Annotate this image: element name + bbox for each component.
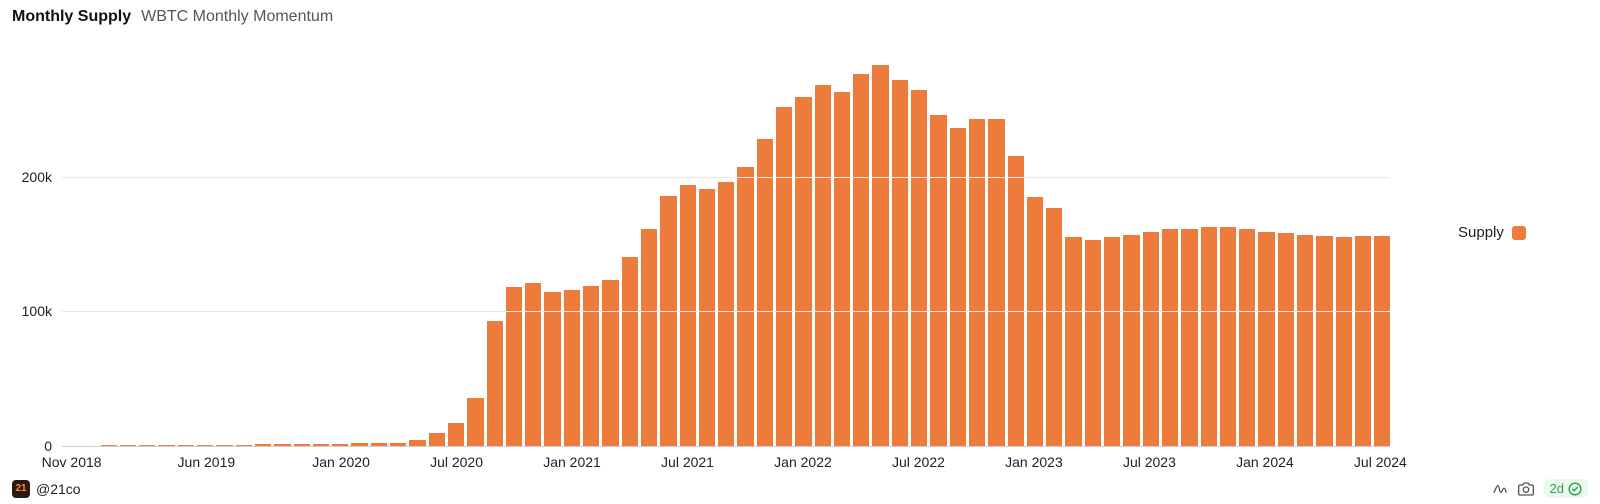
- freshness-badge[interactable]: 2d: [1544, 479, 1588, 498]
- gridline: [62, 177, 1390, 178]
- bar[interactable]: [1239, 229, 1255, 446]
- y-tick-label: 200k: [22, 169, 62, 185]
- bar[interactable]: [1258, 232, 1274, 446]
- publisher-badge: 21: [12, 480, 30, 498]
- bar[interactable]: [1201, 227, 1217, 447]
- chart-header: Monthly Supply WBTC Monthly Momentum: [12, 8, 333, 26]
- bar[interactable]: [1336, 237, 1352, 446]
- signature-icon[interactable]: [1492, 481, 1508, 497]
- bar[interactable]: [1316, 236, 1332, 446]
- bar[interactable]: [892, 80, 908, 446]
- bar[interactable]: [1123, 235, 1139, 446]
- x-tick-label: Jan 2023: [1005, 446, 1063, 470]
- chart-plot-area: 0100k200kNov 2018Jun 2019Jan 2020Jul 202…: [62, 42, 1390, 446]
- bar[interactable]: [1008, 156, 1024, 446]
- bar[interactable]: [467, 398, 483, 446]
- x-tick-label: Jul 2022: [892, 446, 945, 470]
- x-tick-label: Nov 2018: [42, 446, 102, 470]
- x-tick-label: Jul 2024: [1354, 446, 1407, 470]
- bar[interactable]: [988, 119, 1004, 446]
- bar[interactable]: [1220, 227, 1236, 447]
- bar[interactable]: [776, 107, 792, 446]
- x-tick-label: Jul 2021: [661, 446, 714, 470]
- legend-label: Supply: [1458, 224, 1504, 241]
- bar[interactable]: [795, 97, 811, 446]
- publisher-handle[interactable]: @21co: [36, 481, 81, 497]
- gridline: [62, 311, 1390, 312]
- bar[interactable]: [834, 92, 850, 446]
- x-tick-label: Jul 2023: [1123, 446, 1176, 470]
- x-tick-label: Jan 2024: [1236, 446, 1294, 470]
- bar[interactable]: [602, 280, 618, 446]
- bar[interactable]: [1085, 240, 1101, 446]
- x-tick-label: Jan 2022: [774, 446, 832, 470]
- bar[interactable]: [660, 196, 676, 446]
- bar[interactable]: [737, 167, 753, 446]
- bar[interactable]: [487, 321, 503, 446]
- legend-swatch: [1512, 226, 1526, 240]
- bar[interactable]: [911, 90, 927, 446]
- legend[interactable]: Supply: [1458, 224, 1526, 241]
- bar[interactable]: [680, 185, 696, 446]
- bar[interactable]: [641, 229, 657, 446]
- bar[interactable]: [969, 119, 985, 446]
- bar[interactable]: [448, 423, 464, 446]
- chart-bars: [62, 42, 1390, 446]
- check-circle-icon: [1568, 482, 1582, 496]
- x-axis-line: [62, 446, 1390, 447]
- bar[interactable]: [525, 283, 541, 446]
- bar[interactable]: [872, 65, 888, 446]
- bar[interactable]: [699, 189, 715, 446]
- bar[interactable]: [429, 433, 445, 446]
- bar[interactable]: [930, 115, 946, 446]
- x-tick-label: Jan 2020: [312, 446, 370, 470]
- bar[interactable]: [853, 74, 869, 446]
- bar[interactable]: [1181, 229, 1197, 446]
- bar[interactable]: [1297, 235, 1313, 446]
- bar[interactable]: [1046, 208, 1062, 446]
- chart-title: Monthly Supply: [12, 8, 131, 26]
- camera-icon[interactable]: [1518, 481, 1534, 497]
- chart-subtitle: WBTC Monthly Momentum: [141, 8, 333, 26]
- y-tick-label: 100k: [22, 303, 62, 319]
- bar[interactable]: [815, 85, 831, 446]
- bar[interactable]: [1278, 233, 1294, 446]
- bar[interactable]: [757, 139, 773, 446]
- footer-right: 2d: [1492, 479, 1588, 498]
- bar[interactable]: [622, 257, 638, 446]
- x-tick-label: Jan 2021: [543, 446, 601, 470]
- footer-left: 21 @21co: [12, 480, 81, 498]
- chart-footer: 21 @21co 2d: [12, 479, 1588, 498]
- bar[interactable]: [1104, 237, 1120, 446]
- bar[interactable]: [544, 292, 560, 446]
- bar[interactable]: [564, 290, 580, 446]
- bar[interactable]: [583, 286, 599, 446]
- bar[interactable]: [718, 182, 734, 446]
- x-tick-label: Jul 2020: [430, 446, 483, 470]
- bar[interactable]: [1355, 236, 1371, 446]
- bar[interactable]: [1065, 237, 1081, 446]
- x-tick-label: Jun 2019: [178, 446, 236, 470]
- freshness-age: 2d: [1550, 481, 1564, 496]
- bar[interactable]: [1374, 236, 1390, 446]
- bar[interactable]: [1143, 232, 1159, 446]
- bar[interactable]: [1027, 197, 1043, 446]
- bar[interactable]: [1162, 229, 1178, 446]
